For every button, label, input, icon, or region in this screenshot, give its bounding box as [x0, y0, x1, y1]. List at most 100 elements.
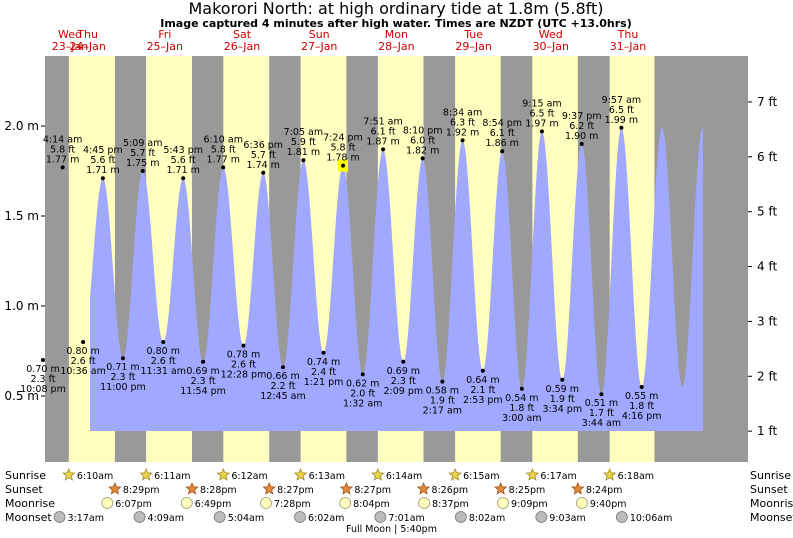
- sunset-row-label-left: Sunset: [5, 483, 43, 496]
- low-tide-dot: [321, 350, 326, 355]
- day-name: Tue: [463, 28, 483, 41]
- low-tide-dot: [599, 392, 604, 397]
- moonrise-time: 8:37pm: [432, 499, 469, 510]
- low-tide-label-time: 3:44 am: [582, 418, 621, 429]
- moonset-icon: [535, 511, 548, 523]
- sunset-icon: [108, 481, 122, 495]
- low-tide-label-ft: 2.0 ft: [350, 388, 375, 399]
- high-tide-dot: [619, 125, 624, 130]
- high-tide-label-time: 6:36 pm: [243, 140, 283, 151]
- moonrise-row-label-left: Moonrise: [5, 497, 55, 510]
- left-tick-label: 1.5 m: [4, 209, 39, 223]
- low-tide-label-m: 0.64 m: [466, 375, 499, 386]
- low-tide-label-ft: 2.3 ft: [110, 372, 135, 383]
- day-date: 30–Jan: [533, 40, 569, 53]
- low-tide-label-time: 10:08 pm: [20, 384, 66, 395]
- high-tide-label-time: 7:05 am: [284, 127, 323, 138]
- low-tide-label-ft: 1.8 ft: [629, 401, 654, 412]
- high-tide-label-time: 8:10 pm: [403, 125, 443, 136]
- low-tide-label-ft: 2.6 ft: [71, 356, 96, 367]
- sunrise-row-label-right: Sunrise: [750, 469, 791, 482]
- high-tide-label-m: 1.99 m: [605, 115, 638, 126]
- low-tide-label-time: 3:00 am: [502, 413, 541, 424]
- low-tide-label-time: 1:32 am: [343, 398, 382, 409]
- day-name: Fri: [158, 28, 171, 41]
- sunset-icon: [494, 481, 508, 495]
- high-tide-dot: [420, 156, 425, 161]
- day-name: Wed: [539, 28, 563, 41]
- sunrise-time: 6:14am: [386, 471, 422, 482]
- moonrise-icon: [575, 497, 588, 509]
- high-tide-label-ft: 6.2 ft: [569, 121, 594, 132]
- high-tide-label-ft: 5.8 ft: [211, 144, 236, 155]
- day-labels: Wed23–JanThu24–JanFri25–JanSat26–JanSun2…: [52, 28, 646, 53]
- moonset-time: 8:02am: [469, 513, 505, 524]
- low-tide-dot: [40, 358, 45, 362]
- moonset-time: 10:06am: [630, 513, 672, 524]
- day-date: 27–Jan: [301, 40, 337, 53]
- low-tide-dot: [241, 343, 246, 348]
- moonrise-icon: [339, 497, 352, 509]
- high-tide-label-ft: 5.7 ft: [130, 148, 155, 159]
- high-tide-dot: [181, 176, 186, 181]
- high-tide-label-time: 7:24 pm: [323, 133, 363, 144]
- sunrise-icon: [139, 467, 153, 481]
- low-tide-label-ft: 2.3 ft: [191, 376, 216, 387]
- moonset-row-label-left: Moonset: [5, 511, 52, 524]
- high-tide-dot: [579, 142, 584, 146]
- moonrise-time: 9:09pm: [511, 499, 548, 510]
- sunset-icon: [262, 481, 276, 495]
- right-tick-label: 7 ft: [757, 95, 777, 109]
- day-date: 23–Jan: [52, 40, 88, 53]
- low-tide-label-ft: 1.7 ft: [589, 408, 614, 419]
- high-tide-dot: [381, 147, 386, 152]
- day-date: 31–Jan: [610, 40, 646, 53]
- low-tide-label-ft: 2.6 ft: [231, 360, 256, 371]
- high-tide-label-ft: 6.1 ft: [371, 126, 396, 137]
- moon-phase-label: Full Moon | 5:40pm: [346, 524, 437, 535]
- high-tide-label-m: 1.71 m: [166, 165, 199, 176]
- moonrise-row-label-right: Moonrise: [750, 497, 793, 510]
- high-tide-dot: [500, 149, 505, 154]
- low-tide-label-m: 0.51 m: [585, 398, 618, 409]
- sunset-time: 8:26pm: [432, 485, 469, 496]
- sunrise-time: 6:12am: [231, 471, 267, 482]
- high-tide-label-m: 1.86 m: [486, 138, 519, 149]
- high-tide-dot: [460, 138, 465, 143]
- low-tide-label-time: 11:54 pm: [180, 386, 226, 397]
- sunrise-icon: [603, 467, 617, 481]
- sunrise-time: 6:17am: [540, 471, 576, 482]
- low-tide-label-m: 0.71 m: [106, 362, 139, 373]
- day-date: 28–Jan: [378, 40, 414, 53]
- left-tick-label: 1.0 m: [4, 299, 39, 313]
- axes: 0.5 m 1.0 m 1.5 m 2.0 m 1 ft 2 ft 3 ft 4 ft 5 ft…: [4, 95, 777, 438]
- low-tide-label-time: 12:45 am: [260, 391, 305, 402]
- sunset-icon: [339, 481, 354, 495]
- low-tide-label-ft: 2.3 ft: [391, 376, 416, 387]
- moonrise-icon: [101, 497, 114, 509]
- high-tide-label-ft: 6.3 ft: [450, 117, 475, 128]
- moonset-time: 4:09am: [148, 513, 184, 524]
- day-name: Mon: [385, 28, 408, 41]
- high-tide-dot: [261, 170, 266, 175]
- high-tide-label-time: 9:15 am: [522, 98, 561, 109]
- high-tide-label-ft: 5.6 ft: [90, 155, 115, 166]
- right-tick-label: 5 ft: [757, 205, 777, 219]
- moonrise-time: 8:04pm: [353, 499, 390, 510]
- high-tide-label-ft: 6.1 ft: [490, 128, 515, 139]
- low-tide-label-time: 2:09 pm: [383, 386, 423, 397]
- high-tide-label-ft: 5.6 ft: [171, 155, 196, 166]
- low-tide-label-m: 0.78 m: [227, 350, 260, 361]
- high-tide-label-time: 7:51 am: [363, 116, 402, 127]
- low-tide-label-m: 0.69 m: [186, 366, 219, 377]
- low-tide-dot: [401, 359, 406, 364]
- sunrise-icon: [448, 467, 462, 481]
- high-tide-label-m: 1.75 m: [126, 158, 159, 169]
- day-date: 24–Jan: [69, 40, 105, 53]
- right-tick-label: 1 ft: [757, 424, 777, 438]
- moonset-icon: [213, 511, 226, 523]
- sunrise-time: 6:11am: [154, 471, 190, 482]
- high-tide-label-ft: 5.8 ft: [330, 143, 355, 154]
